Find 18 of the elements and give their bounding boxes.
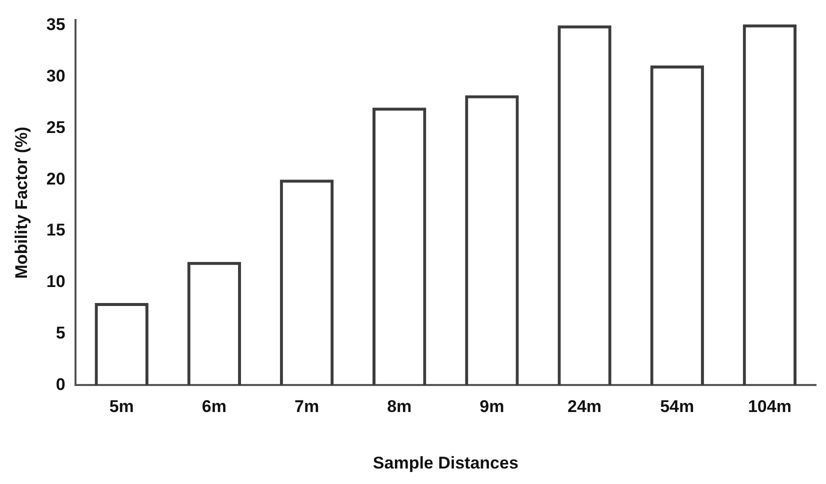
y-tick-label: 25: [46, 118, 66, 137]
y-tick-label: 10: [46, 272, 66, 292]
x-tick-label: 7m: [294, 397, 320, 416]
y-tick-label: 30: [46, 66, 66, 86]
x-tick-label: 6m: [202, 397, 226, 416]
y-axis-title: Mobility Factor (%): [12, 126, 31, 279]
x-tick-label: 24m: [568, 397, 602, 416]
x-tick-label: 54m: [660, 397, 694, 416]
x-tick-label: 8m: [387, 397, 412, 416]
y-tick-label: 5: [56, 323, 66, 342]
x-tick-label: 9m: [480, 397, 504, 416]
y-tick-label: 20: [46, 169, 66, 188]
x-tick-label: 5m: [109, 397, 134, 416]
x-tick-label: 104m: [748, 397, 792, 416]
x-axis-title: Sample Distances: [372, 453, 518, 472]
y-tick-label: 15: [46, 220, 66, 240]
y-tick-label: 35: [46, 15, 66, 34]
y-tick-label: 0: [56, 374, 66, 394]
